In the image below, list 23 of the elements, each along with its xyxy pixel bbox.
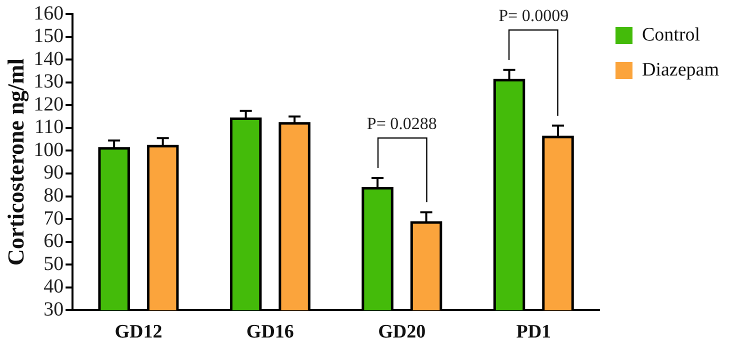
y-tick-label: 80 (44, 184, 64, 207)
x-tick-label: PD1 (516, 322, 552, 343)
y-tick-label: 40 (44, 276, 64, 298)
y-tick-label: 50 (44, 252, 64, 275)
x-tick-label: GD20 (378, 322, 426, 343)
annotation: P= 0.0009 (498, 6, 569, 26)
y-tick-label: 150 (34, 25, 64, 48)
y-axis-title: Corticosterone ng/ml (4, 58, 30, 266)
legend-label: Diazepam (642, 59, 720, 80)
y-tick-label: 30 (44, 298, 64, 320)
y-tick-label: 140 (34, 48, 64, 70)
x-tick-label: GD16 (246, 322, 294, 343)
y-tick-label: 90 (44, 162, 64, 184)
y-tick-label: 70 (44, 207, 64, 230)
y-tick-label: 130 (34, 70, 64, 93)
y-tick-label: 120 (34, 93, 64, 116)
annotation: P= 0.0288 (366, 114, 437, 134)
y-tick-label: 60 (44, 230, 64, 252)
y-tick-label: 160 (34, 2, 64, 24)
x-tick-label: GD12 (114, 322, 162, 343)
y-tick-label: 110 (34, 116, 64, 138)
legend-label: Control (642, 24, 700, 46)
y-tick-label: 100 (34, 138, 64, 161)
